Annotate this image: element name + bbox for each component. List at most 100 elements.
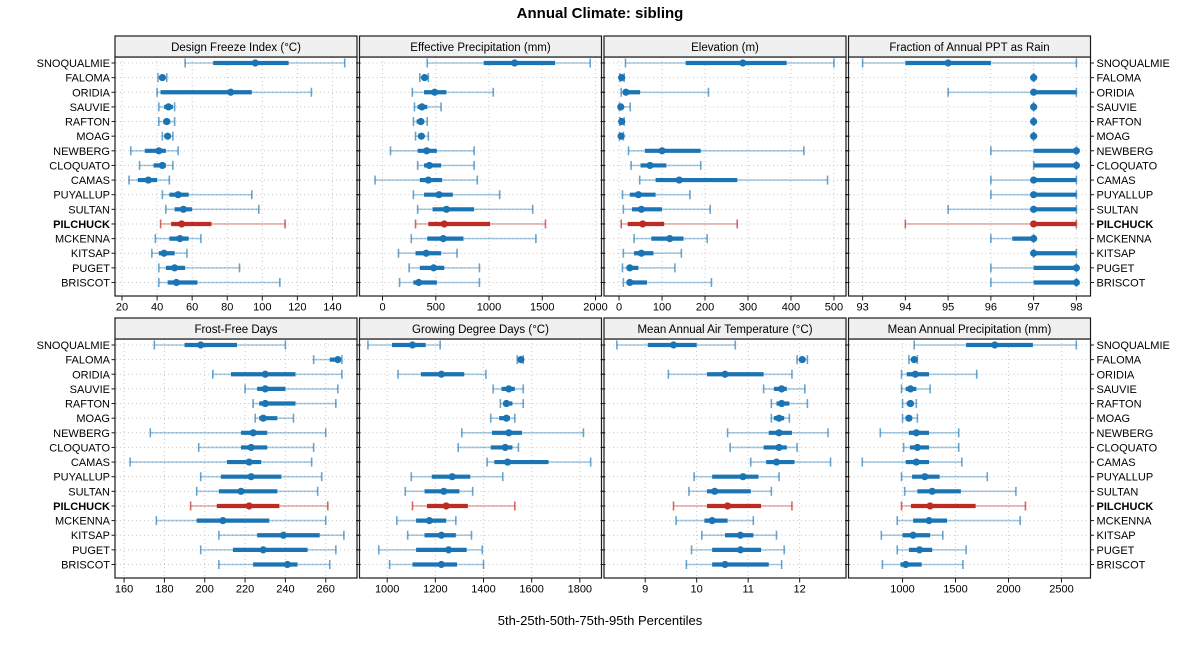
- axis-tick-label: 1500: [943, 584, 967, 596]
- site-label-right-newberg: NEWBERG: [1097, 146, 1154, 158]
- percentile-row-oridia: [667, 369, 793, 379]
- percentile-row-mckenna: [396, 516, 457, 526]
- axis-tick-label: 120: [288, 302, 306, 314]
- median-dot: [739, 59, 747, 67]
- median-dot: [928, 487, 936, 495]
- site-label-right-pilchuck: PILCHUCK: [1097, 501, 1154, 513]
- percentile-row-puyallup: [161, 190, 253, 200]
- median-dot: [626, 278, 634, 287]
- axis-tick-label: 98: [1070, 302, 1082, 314]
- site-label-right-oridia: ORIDIA: [1097, 369, 1136, 381]
- median-dot: [736, 531, 745, 539]
- percentile-row-snoqualmie: [624, 58, 835, 68]
- percentile-row-cloquato: [197, 442, 315, 452]
- median-dot: [517, 356, 525, 364]
- axis-tick-label: 180: [155, 584, 173, 596]
- percentile-row-faloma: [157, 73, 168, 83]
- panel-strip-title: Growing Degree Days (°C): [412, 324, 549, 336]
- percentile-row-faloma: [516, 355, 525, 365]
- percentile-row-briscot: [622, 278, 713, 287]
- axis-tick-label: 12: [794, 584, 806, 596]
- percentile-row-rafton: [252, 399, 337, 409]
- median-dot: [721, 560, 729, 569]
- percentile-row-faloma: [1030, 73, 1038, 83]
- percentile-row-cloquato: [138, 160, 174, 170]
- site-label-right-pilchuck: PILCHUCK: [1097, 219, 1154, 231]
- percentile-row-newberg: [990, 146, 1080, 156]
- axis-tick-label: 2500: [1049, 584, 1073, 596]
- median-dot: [334, 356, 342, 364]
- panel-strip-title: Fraction of Annual PPT as Rain: [889, 42, 1049, 54]
- axis-tick-label: 60: [186, 302, 198, 314]
- percentile-row-pilchuck: [411, 501, 516, 511]
- median-dot: [666, 235, 674, 243]
- percentile-row-briscot: [158, 278, 281, 287]
- percentile-row-pilchuck: [189, 501, 329, 511]
- percentile-row-faloma: [908, 355, 919, 365]
- percentile-row-sauvie: [492, 384, 525, 394]
- site-label-right-briscot: BRISCOT: [1097, 278, 1146, 290]
- median-dot: [171, 264, 179, 272]
- axis-tick-label: 1600: [519, 584, 543, 596]
- site-label-left-newberg: NEWBERG: [53, 146, 110, 158]
- site-label-left-mckenna: MCKENNA: [55, 234, 111, 246]
- percentile-row-oridia: [620, 87, 710, 97]
- percentile-row-cloquato: [902, 442, 960, 452]
- percentile-row-cloquato: [416, 160, 475, 170]
- median-dot: [637, 205, 645, 213]
- median-dot: [245, 458, 253, 466]
- site-label-left-sauvie: SAUVIE: [70, 102, 110, 114]
- axis-tick-label: 97: [1028, 302, 1040, 314]
- panel-r1-c3: 1000 1500 2000 2500 Mean Annual Precipitatio…: [845, 317, 1094, 596]
- median-dot: [164, 132, 172, 140]
- axis-tick-label: 1000: [890, 584, 914, 596]
- percentile-row-pilchuck: [672, 501, 793, 511]
- axis-tick-label: 94: [899, 302, 911, 314]
- percentile-row-pilchuck: [414, 219, 547, 229]
- site-label-left-puyallup: PUYALLUP: [53, 472, 110, 484]
- median-dot: [408, 341, 417, 349]
- percentile-row-cloquato: [630, 160, 702, 170]
- median-dot: [261, 370, 269, 378]
- axis-tick-label: 400: [782, 302, 800, 314]
- percentile-row-pilchuck: [620, 219, 739, 229]
- median-dot: [172, 278, 180, 287]
- median-dot: [911, 370, 919, 378]
- percentile-row-sauvie: [413, 102, 442, 112]
- site-label-left-puget: PUGET: [72, 545, 110, 557]
- percentile-row-snoqualmie: [861, 58, 1078, 68]
- median-dot: [618, 74, 626, 82]
- axis-caption: 5th-25th-50th-75th-95th Percentiles: [497, 613, 703, 628]
- median-dot: [423, 147, 431, 155]
- median-dot: [905, 414, 913, 422]
- percentile-row-snoqualmie: [913, 340, 1078, 350]
- percentile-row-snoqualmie: [367, 340, 441, 350]
- site-label-right-snoqualmie: SNOQUALMIE: [1097, 58, 1170, 70]
- percentile-row-briscot: [218, 560, 331, 569]
- site-label-left-pilchuck: PILCHUCK: [53, 219, 110, 231]
- median-dot: [991, 341, 999, 349]
- median-dot: [158, 74, 166, 82]
- site-label-right-moag: MOAG: [1097, 131, 1131, 143]
- percentile-row-kitsap: [622, 248, 683, 258]
- median-dot: [259, 414, 267, 422]
- percentile-row-sultan: [622, 204, 711, 214]
- site-label-left-sultan: SULTAN: [68, 204, 110, 216]
- percentile-row-pilchuck: [159, 219, 286, 229]
- axis-tick-label: 9: [642, 584, 648, 596]
- percentile-row-cloquato: [1032, 160, 1080, 170]
- percentile-row-moag: [414, 131, 430, 141]
- percentile-row-sultan: [903, 486, 1017, 496]
- page-title: Annual Climate: sibling: [516, 5, 684, 22]
- site-label-right-sauvie: SAUVIE: [1097, 384, 1137, 396]
- percentile-row-mckenna: [155, 516, 327, 526]
- percentile-row-puget: [158, 263, 241, 273]
- site-label-right-sultan: SULTAN: [1097, 486, 1139, 498]
- percentile-row-newberg: [726, 428, 829, 438]
- percentile-row-faloma: [418, 73, 430, 83]
- median-dot: [1030, 74, 1038, 82]
- site-label-right-rafton: RAFTON: [1097, 117, 1142, 129]
- percentile-row-oridia: [947, 87, 1078, 97]
- panel-strip-title: Elevation (m): [691, 42, 759, 54]
- percentile-row-camas: [129, 457, 313, 467]
